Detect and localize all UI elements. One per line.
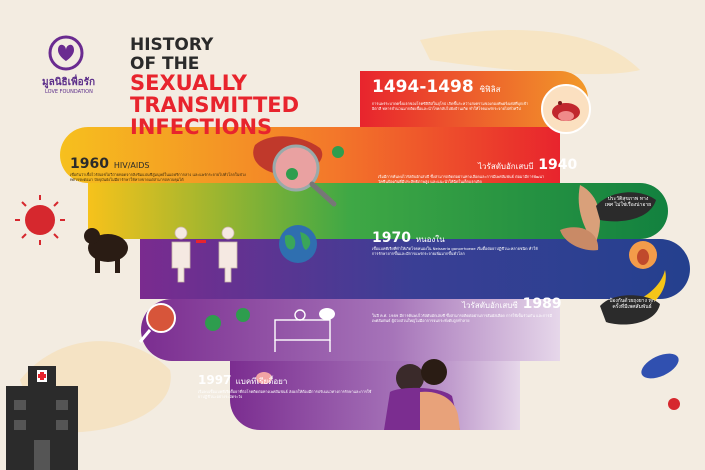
mouth-illustration	[541, 84, 591, 134]
speech-bubble-bottom	[600, 295, 660, 325]
chat-bubble-icon	[319, 308, 335, 320]
page-title-highlight: SEXUALLY TRANSMITTED INFECTIONS	[130, 72, 299, 138]
magnifier-icon	[138, 303, 176, 343]
title-highlight-2: TRANSMITTED	[130, 93, 300, 117]
page-title: HISTORY OF THE	[130, 36, 213, 74]
band-1494	[360, 71, 588, 127]
globe-illustration	[279, 225, 317, 263]
title-highlight-1: SEXUALLY	[130, 71, 248, 95]
text-1997: เริ่มพบเชื้อแบคทีเรียดื้อยาที่ก่อโรคติดต…	[198, 389, 372, 400]
logo-name: มูลนิธิเพื่อรัก	[42, 77, 96, 88]
virus-illustration	[15, 195, 65, 245]
speech-bubble-bottom-text: ป้องกันด้วยถุงยาง ทุกครั้งที่มีเพศสัมพัน…	[609, 298, 655, 310]
title-highlight-3: INFECTIONS	[130, 115, 273, 139]
year-1970: 1970 หนองใน	[372, 230, 445, 246]
hospital-illustration	[6, 366, 78, 470]
text-1960: เชื่อกันว่าเชื้อไวรัสเอชไอวีถ่ายทอดจากลิ…	[70, 172, 246, 183]
title-line-2: OF THE	[130, 54, 200, 74]
year-1989: ไวรัสตับอักเสบซี 1989	[462, 296, 562, 312]
bacteria-illustration	[641, 353, 680, 410]
year-1960: 1960 HIV/AIDS	[70, 156, 150, 172]
logo-icon	[48, 35, 84, 71]
liver-magnifier-illustration	[253, 136, 344, 207]
speech-bubble-top-text: ประวัติสุขภาพ ทางเพศ ไม่ใช่เรื่องน่าอาย	[604, 196, 652, 208]
band-1970	[88, 183, 668, 239]
year-1940: ไวรัสตับอักเสบบี 1940	[478, 157, 578, 173]
text-1940: เริ่มมีการค้นพบไวรัสตับอักเสบบี ซึ่งสามา…	[378, 174, 545, 185]
bacteria-c-icon	[205, 308, 250, 331]
chimp-illustration	[84, 228, 128, 273]
title-line-1: HISTORY	[130, 35, 214, 55]
year-1494: 1494-1498 ซิฟิลิส	[372, 77, 501, 97]
text-1970: เชื้อแบคทีเรียที่ทำให้เกิดโรคหนองใน Neis…	[372, 246, 538, 257]
text-1494: การแพร่ระบาดครั้งแรกของโรคซิฟิลิสในยุโรป…	[372, 101, 529, 112]
year-1997: 1997 แบคทีเรียดื้อยา	[198, 373, 288, 387]
text-1989: ในปี ค.ศ. 1989 มีการค้นพบไวรัสตับอักเสบซ…	[372, 313, 552, 324]
speech-bubble-top	[596, 192, 656, 222]
hospital-bed-illustration	[274, 309, 331, 352]
couple-illustration	[384, 359, 460, 430]
pill-icon	[256, 372, 272, 384]
logo-subtitle: LOVE FOUNDATION	[45, 89, 93, 95]
people-illustration	[171, 226, 238, 283]
band-1989	[140, 239, 690, 299]
peach-icon	[629, 241, 657, 269]
hands-illustration	[560, 185, 600, 251]
